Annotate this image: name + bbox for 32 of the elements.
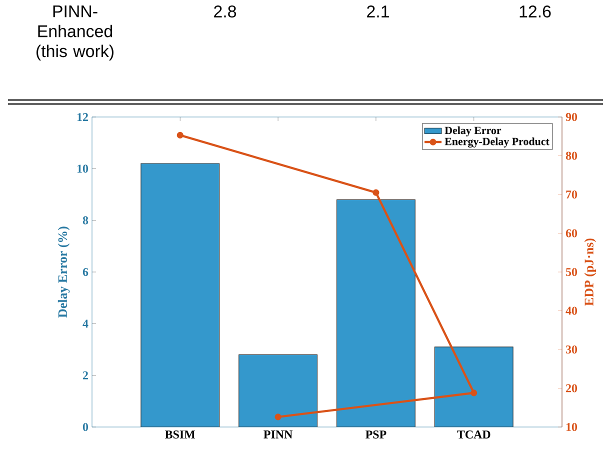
y2-tick-label: 70 xyxy=(566,190,578,199)
y-tick-label: 12 xyxy=(77,113,88,121)
y2-tick-label: 20 xyxy=(566,384,578,392)
y-tick-label: 0 xyxy=(82,422,88,432)
bar xyxy=(434,346,514,427)
y2-tick-label: 90 xyxy=(566,112,578,122)
text: 2.8 xyxy=(214,6,236,18)
x-tick-label: TCAD xyxy=(457,430,490,439)
y-tick-label: 10 xyxy=(77,164,88,173)
y2-tick-label: 40 xyxy=(566,306,578,315)
y2-tick-label: 10 xyxy=(566,422,578,432)
y-axis-title: Delay Error (%) xyxy=(58,226,70,318)
y2-tick-label: 50 xyxy=(566,268,578,276)
y2-axis-title: EDP (pJ·ns) xyxy=(584,238,596,306)
bar xyxy=(140,163,220,427)
text: 12.6 xyxy=(520,6,551,18)
y-tick-label: 6 xyxy=(82,268,88,276)
legend-label: Delay Error xyxy=(444,126,502,136)
bar xyxy=(238,354,318,427)
y2-tick-label: 30 xyxy=(566,345,578,354)
x-tick-label: BSIM xyxy=(165,430,196,439)
y-tick-label: 8 xyxy=(82,216,88,224)
y-tick-label: 2 xyxy=(83,371,88,380)
y2-tick-label: 80 xyxy=(566,152,578,160)
x-tick-label: PINN xyxy=(264,430,292,438)
y-tick-label: 4 xyxy=(82,320,88,328)
y2-tick-label: 60 xyxy=(566,229,578,238)
text: PINN-Enhanced (this work) xyxy=(36,6,114,61)
bar xyxy=(336,200,416,427)
text: 2.1 xyxy=(367,6,389,18)
legend-label: Energy-Delay Product xyxy=(444,137,550,148)
x-tick-label: PSP xyxy=(366,430,386,439)
